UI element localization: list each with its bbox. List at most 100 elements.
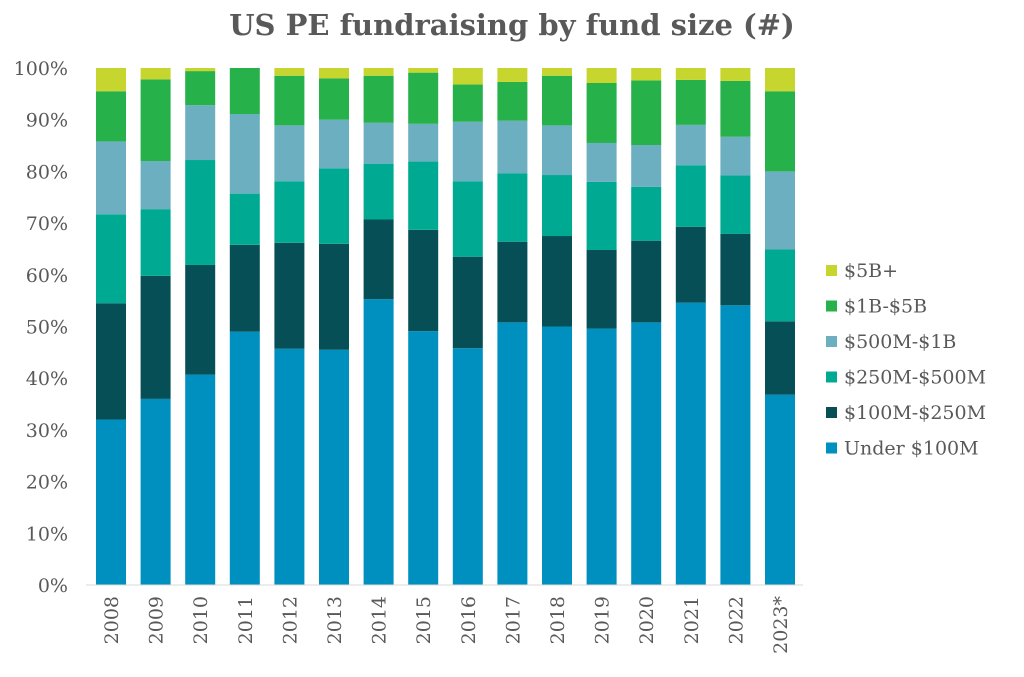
bar-segment — [542, 68, 572, 76]
bar-segment — [542, 125, 572, 176]
bar-segment — [363, 299, 394, 585]
legend-label: $1B-$5B — [844, 296, 927, 318]
bar-segment — [363, 68, 394, 76]
bar-segment — [319, 68, 349, 79]
bar-segment — [765, 394, 795, 585]
bar-segment — [185, 374, 216, 585]
bar-segment — [765, 321, 795, 395]
bar-segment — [229, 244, 260, 332]
x-tick-label: 2009 — [146, 596, 168, 644]
bar-segment — [140, 79, 171, 162]
bar-segment — [229, 68, 260, 115]
bar-segment — [274, 68, 305, 76]
bar-segment — [274, 125, 305, 182]
legend-swatch — [826, 336, 837, 347]
bar-segment — [720, 175, 751, 234]
bar-segment — [631, 322, 662, 585]
x-tick-label: 2011 — [235, 596, 257, 644]
bar-segment — [274, 348, 305, 585]
bar-segment — [408, 68, 439, 73]
bar-segment — [675, 226, 706, 303]
legend: $5B+ $1B-$5B $500M-$1B $250M-$500M $100M-$25… — [826, 260, 986, 460]
bar-segment — [497, 120, 528, 174]
x-tick-label: 2016 — [458, 596, 480, 644]
bar-segment — [96, 214, 126, 304]
bar-segment — [274, 242, 305, 349]
x-tick-label: 2010 — [190, 596, 212, 644]
x-tick-label: 2019 — [592, 596, 614, 644]
bar-segment — [363, 163, 394, 220]
bar-segment — [720, 233, 751, 306]
x-tick-label: 2008 — [101, 596, 123, 644]
x-tick-label: 2021 — [681, 596, 703, 644]
x-tick-label: 2012 — [279, 596, 301, 644]
y-tick-label: 20% — [26, 472, 68, 494]
y-tick-label: 0% — [38, 575, 68, 597]
legend-label: Under $100M — [844, 438, 979, 460]
bar-segment — [542, 236, 572, 327]
y-tick-label: 70% — [26, 213, 68, 235]
bar-segment — [586, 142, 617, 182]
bar-segment — [720, 305, 751, 585]
bar-segment — [631, 240, 662, 323]
bar-segment — [408, 161, 439, 230]
bar-segment — [408, 229, 439, 332]
y-tick-label: 40% — [26, 368, 68, 390]
bar-segment — [720, 136, 751, 176]
bar-segment — [631, 68, 662, 81]
bar-segment — [319, 78, 349, 120]
bar-segment — [140, 209, 171, 276]
bar-segment — [408, 331, 439, 585]
bar-segment — [631, 145, 662, 187]
bar-segment — [497, 173, 528, 242]
bar-segment — [675, 302, 706, 585]
bar-segment — [96, 419, 126, 585]
bar-segment — [229, 114, 260, 194]
bar-segment — [497, 81, 528, 121]
y-tick-label: 80% — [26, 161, 68, 183]
bar-segment — [140, 161, 171, 210]
legend-swatch — [826, 300, 837, 312]
x-tick-label: 2014 — [369, 596, 391, 644]
bar-segment — [363, 75, 394, 123]
legend-swatch — [826, 442, 837, 454]
bar-segment — [765, 249, 795, 322]
legend-swatch — [826, 371, 837, 383]
bar-segment — [96, 303, 126, 420]
x-axis: 2008 2009 2010 2011 2012 2013 2014 2015 2016 2017… — [86, 584, 803, 654]
bar-segment — [497, 322, 528, 585]
x-tick-label: 2020 — [636, 596, 658, 644]
y-tick-label: 30% — [26, 420, 68, 442]
y-tick-label: 50% — [26, 317, 68, 339]
bar-segment — [765, 91, 795, 172]
chart-title: US PE fundraising by fund size (#) — [229, 8, 795, 42]
bar-segment — [185, 160, 216, 265]
bar-segment — [720, 80, 751, 137]
bar-segment — [185, 71, 216, 106]
bar-segment — [586, 328, 617, 585]
y-axis: 0% 10% 20% 30% 40% 50% 60% 70% 80% 90% 100% — [14, 58, 68, 597]
y-tick-label: 90% — [26, 110, 68, 132]
bar-segment — [542, 75, 572, 126]
bar-segment — [229, 331, 260, 585]
x-tick-label: 2022 — [725, 596, 747, 644]
bar-segment — [185, 105, 216, 161]
bar-segment — [675, 79, 706, 125]
bar-segment — [452, 68, 483, 85]
legend-label: $250M-$500M — [844, 367, 986, 389]
y-tick-label: 60% — [26, 265, 68, 287]
x-tick-label: 2013 — [324, 596, 346, 644]
bar-segment — [586, 181, 617, 250]
bar-segment — [452, 121, 483, 182]
bar-segment — [542, 175, 572, 237]
bar-segment — [497, 241, 528, 323]
bar-segment — [452, 181, 483, 257]
x-tick-label: 2017 — [502, 596, 524, 644]
bar-segment — [586, 68, 617, 83]
legend-swatch — [826, 265, 837, 276]
bar-segment — [765, 68, 795, 92]
bar-segment — [675, 165, 706, 227]
bar-segment — [185, 264, 216, 375]
bar-segment — [319, 168, 349, 244]
